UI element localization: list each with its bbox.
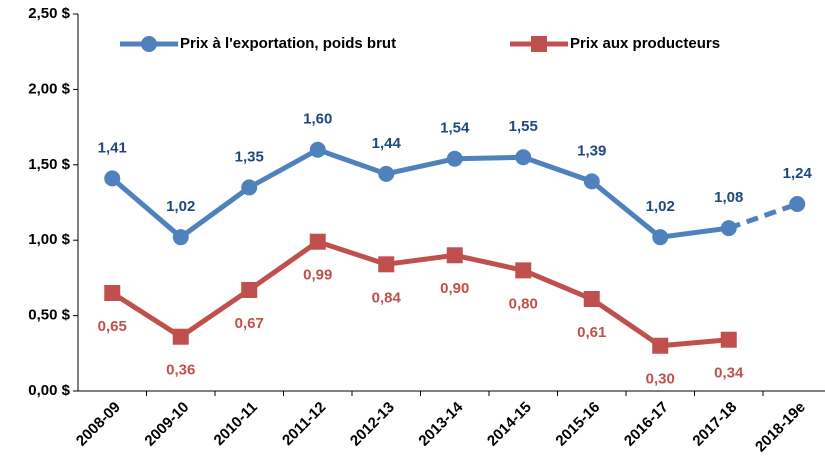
marker	[378, 256, 395, 273]
x-tick-label: 2011-12	[279, 399, 329, 449]
y-tick-label: 0,50 $	[28, 307, 70, 324]
x-tick-label: 2017-18	[689, 399, 740, 450]
data-label: 0,90	[440, 280, 469, 297]
x-tick-label: 2015-16	[552, 399, 603, 450]
marker	[652, 229, 669, 246]
data-label: 1,55	[509, 118, 538, 135]
x-tick-label: 2008-09	[73, 399, 124, 450]
x-tick-label: 2018-19e	[752, 399, 809, 456]
marker	[515, 149, 532, 166]
data-label: 0,30	[646, 371, 675, 388]
x-tick-label: 2013-14	[415, 398, 466, 449]
marker	[104, 170, 121, 187]
y-tick-label: 0,00 $	[28, 382, 70, 399]
marker	[241, 179, 258, 196]
marker	[446, 247, 463, 264]
x-tick-label: 2016-17	[621, 399, 672, 450]
marker	[172, 328, 189, 345]
data-label: 1,24	[783, 165, 813, 182]
data-label: 0,99	[303, 267, 332, 284]
marker	[583, 173, 600, 190]
dashed-line	[727, 201, 799, 231]
legend-label: Prix à l'exportation, poids brut	[180, 35, 396, 52]
data-label: 1,44	[372, 135, 402, 152]
data-label: 0,67	[235, 315, 264, 332]
data-label: 1,02	[166, 198, 195, 215]
marker	[172, 229, 189, 246]
y-tick-label: 1,00 $	[28, 231, 70, 248]
data-label: 1,60	[303, 111, 332, 128]
data-label: 1,08	[714, 189, 743, 206]
data-label: 1,41	[98, 139, 127, 156]
x-tick-label: 2010-11	[211, 399, 261, 449]
y-tick-label: 1,50 $	[28, 156, 70, 173]
data-label: 1,39	[577, 142, 606, 159]
data-label: 0,34	[714, 365, 744, 382]
y-tick-label: 2,50 $	[28, 5, 70, 22]
data-label: 1,02	[646, 198, 675, 215]
marker	[241, 281, 258, 298]
data-label: 0,65	[98, 318, 127, 335]
marker	[789, 196, 806, 213]
marker	[583, 291, 600, 308]
data-label: 0,36	[166, 362, 195, 379]
marker	[446, 150, 463, 167]
legend-marker	[531, 36, 547, 52]
x-tick-label: 2009-10	[141, 399, 192, 450]
legend-label: Prix aux producteurs	[570, 35, 720, 52]
marker	[652, 337, 669, 354]
y-tick-label: 2,00 $	[28, 80, 70, 97]
marker	[720, 331, 737, 348]
x-tick-label: 2012-13	[347, 399, 398, 450]
data-label: 1,35	[235, 148, 264, 165]
data-label: 0,61	[577, 324, 606, 341]
marker	[515, 262, 532, 279]
marker	[720, 220, 737, 237]
data-label: 1,54	[440, 120, 470, 137]
line	[110, 147, 730, 240]
data-label: 0,84	[372, 289, 402, 306]
line	[110, 239, 729, 349]
marker	[378, 165, 395, 182]
marker	[104, 284, 121, 301]
legend-marker	[141, 36, 157, 52]
x-tick-label: 2014-15	[484, 399, 535, 450]
marker	[309, 233, 326, 250]
marker	[309, 141, 326, 158]
data-label: 0,80	[509, 295, 538, 312]
